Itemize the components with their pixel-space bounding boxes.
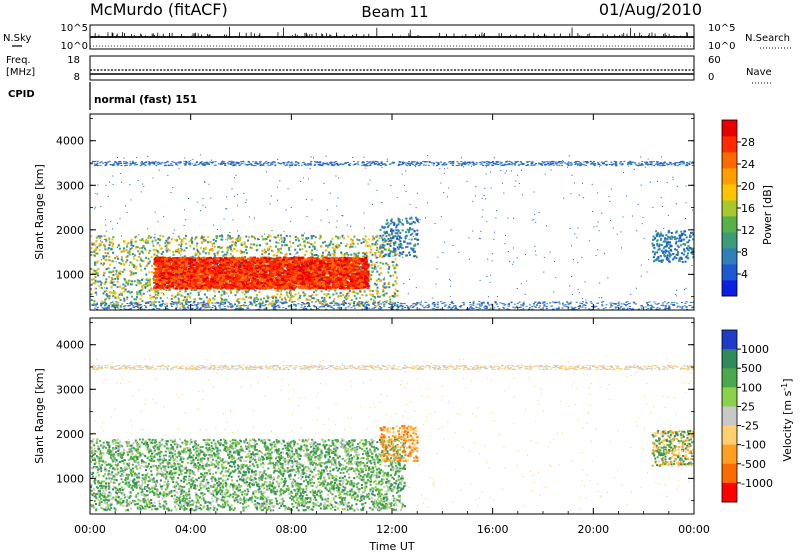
- power-colorbar-tick-2: 12: [741, 224, 755, 237]
- velocity-swatch-1: [722, 349, 737, 369]
- nsky-label: N.Sky: [3, 33, 31, 44]
- xtick-label-6: 00:00: [678, 523, 710, 536]
- power-colorbar-tick-6: 28: [741, 136, 755, 149]
- nsky-tick-top: 10^5: [61, 23, 88, 34]
- power-colorbar-label: Power [dB]: [761, 185, 774, 245]
- ytick-label-2-2: 3000: [56, 383, 84, 396]
- power-colorbar-tick-5: 24: [741, 158, 755, 171]
- ytick-label-2-3: 4000: [56, 339, 84, 352]
- nave-tick-bottom: 0: [708, 72, 714, 83]
- power-swatch-0: [722, 280, 737, 297]
- velocity-colorbar-tick-6: -500: [741, 458, 766, 471]
- nsky-tick-bottom: 10^0: [61, 41, 88, 52]
- velocity-colorbar-tick-2: 100: [741, 381, 762, 394]
- velocity-swatch-0: [722, 330, 737, 350]
- freq-tick-bottom: 8: [74, 72, 80, 83]
- power-swatch-9: [722, 136, 737, 153]
- velocity-swatch-4: [722, 406, 737, 426]
- velocity-colorbar-tick-5: -100: [741, 439, 766, 452]
- velocity-swatch-2: [722, 368, 737, 388]
- nave-tick-top: 60: [708, 55, 721, 66]
- power-swatch-3: [722, 232, 737, 249]
- velocity-colorbar-label: Velocity [m s-1]: [780, 378, 794, 461]
- power-swatch-7: [722, 168, 737, 185]
- freq-label-line2: [MHz]: [6, 67, 35, 78]
- velocity-panel: 1000 2000 3000 4000 Slant Range [km] 1000 50…: [33, 317, 794, 515]
- power-swatch-1: [722, 264, 737, 281]
- ytick-label-1-0: 1000: [56, 268, 84, 281]
- freq-label-line1: Freq.: [6, 55, 31, 66]
- xtick-label-4: 16:00: [477, 523, 509, 536]
- power-swatch-6: [722, 184, 737, 201]
- power-swatch-4: [722, 216, 737, 233]
- power-panel: 1000 2000 3000 4000 Slant Range [km] 4 8 12 16…: [33, 113, 774, 311]
- velocity-colorbar-tick-0: 1000: [741, 343, 769, 356]
- power-swatch-8: [722, 152, 737, 169]
- nsearch-tick-top: 10^5: [708, 23, 735, 34]
- freq-panel: Freq. [MHz] 18 8 60 0 Nave: [6, 55, 772, 84]
- velocity-swatch-5: [722, 425, 737, 446]
- power-colorbar-tick-1: 8: [741, 246, 748, 259]
- velocity-colorbar-tick-3: 25: [741, 400, 755, 413]
- xtick-label-5: 20:00: [577, 523, 609, 536]
- nave-label: Nave: [746, 67, 772, 78]
- velocity-colorbar-tick-4: -25: [741, 420, 759, 433]
- velocity-ylabel: Slant Range [km]: [33, 368, 46, 464]
- cpid-value: normal (fast) 151: [94, 94, 197, 106]
- cpid-panel: CPID normal (fast) 151: [8, 82, 197, 110]
- velocity-colorbar-tick-7: -1000: [741, 477, 773, 490]
- station-title: McMurdo (fitACF): [90, 0, 228, 19]
- power-ylabel: Slant Range [km]: [33, 164, 46, 260]
- ytick-label-2-1: 2000: [56, 428, 84, 441]
- ytick-label-1-2: 3000: [56, 179, 84, 192]
- nsky-panel: N.Sky 10^5 10^0 10^5 10^0 N.Search: [3, 23, 792, 52]
- xtick-label-3: 12:00: [376, 523, 408, 536]
- power-swatch-5: [722, 200, 737, 217]
- xtick-label-2: 08:00: [275, 523, 307, 536]
- power-colorbar-tick-0: 4: [741, 268, 748, 281]
- velocity-colorbar-tick-1: 500: [741, 362, 762, 375]
- freq-frame: [89, 55, 695, 81]
- velocity-swatch-6: [722, 444, 737, 465]
- time-axis: 00:00 04:00 08:00 12:00 16:00 20:00 00:00: [74, 114, 710, 536]
- ytick-label-1-3: 4000: [56, 135, 84, 148]
- cpid-label: CPID: [8, 89, 35, 100]
- power-colorbar-tick-4: 20: [741, 180, 755, 193]
- power-swatch-10: [722, 120, 737, 137]
- xtick-label-0: 00:00: [74, 523, 106, 536]
- power-swatch-2: [722, 248, 737, 265]
- nsearch-tick-bottom: 10^0: [708, 41, 735, 52]
- beam-title: Beam 11: [361, 3, 428, 21]
- ytick-label-2-0: 1000: [56, 472, 84, 485]
- freq-tick-top: 18: [67, 55, 80, 66]
- velocity-swatch-8: [722, 482, 737, 503]
- xtick-label-1: 04:00: [175, 523, 207, 536]
- velocity-swatch-7: [722, 463, 737, 484]
- velocity-swatch-3: [722, 387, 737, 407]
- time-axis-label: Time UT: [368, 540, 414, 553]
- power-colorbar-tick-3: 16: [741, 202, 755, 215]
- date-title: 01/Aug/2010: [599, 0, 702, 19]
- ytick-label-1-1: 2000: [56, 224, 84, 237]
- nsearch-label: N.Search: [745, 33, 790, 44]
